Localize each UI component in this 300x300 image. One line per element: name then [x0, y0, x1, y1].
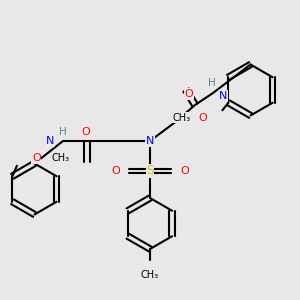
Text: N: N — [146, 136, 154, 146]
Text: N: N — [219, 91, 227, 101]
Text: H: H — [59, 128, 67, 137]
Text: O: O — [180, 166, 189, 176]
Text: CH₃: CH₃ — [173, 113, 191, 123]
Text: O: O — [184, 89, 194, 99]
Text: S: S — [146, 164, 154, 178]
Text: CH₃: CH₃ — [141, 270, 159, 280]
Text: O: O — [32, 153, 41, 163]
Text: CH₃: CH₃ — [51, 153, 70, 163]
Text: N: N — [46, 136, 54, 146]
Text: O: O — [111, 166, 120, 176]
Text: H: H — [208, 79, 215, 88]
Text: O: O — [81, 128, 90, 137]
Text: O: O — [199, 113, 207, 123]
